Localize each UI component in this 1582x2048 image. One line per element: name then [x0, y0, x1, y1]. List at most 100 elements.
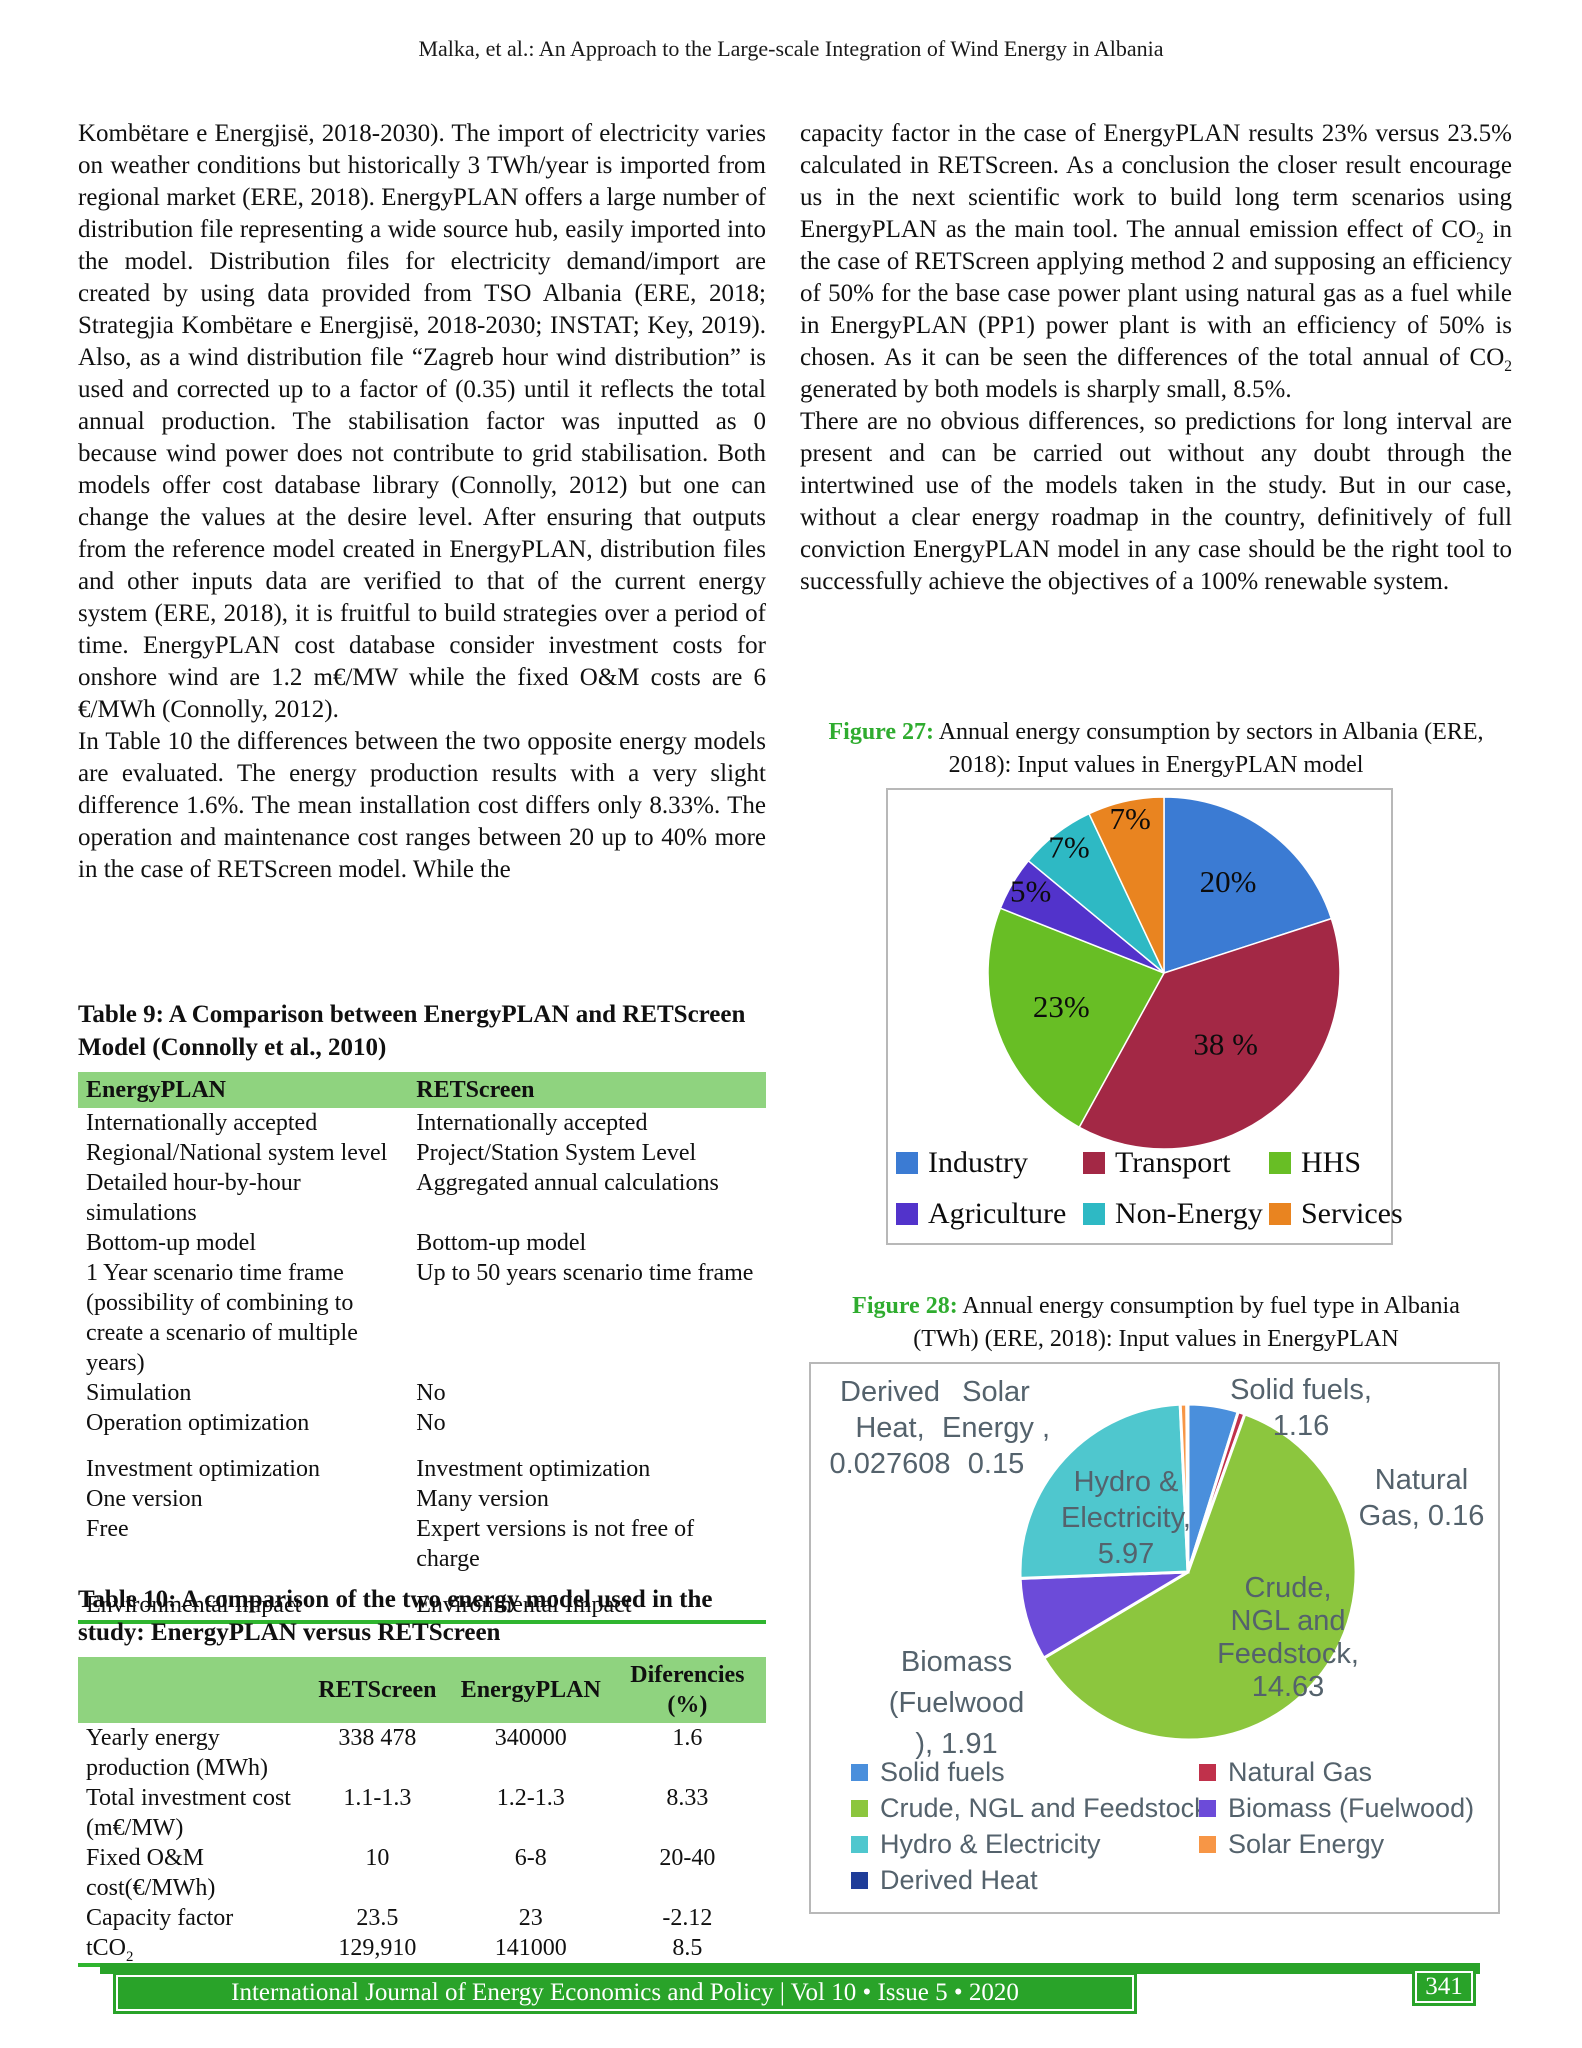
- table-9-cell: Operation optimization: [86, 1410, 310, 1436]
- table-9-cell: Regional/National system level: [86, 1140, 388, 1166]
- table-9-cell: Bottom-up model: [416, 1230, 587, 1256]
- figure-27-caption: Figure 27: Annual energy consumption by …: [828, 719, 1484, 778]
- table-10-row-label: Total investment cost (m€/MW): [86, 1785, 291, 1841]
- table-10: RETScreen EnergyPLAN Diferencies (%) Yea…: [78, 1657, 766, 1967]
- table-9-row: Regional/National system level Project/St…: [78, 1138, 766, 1168]
- paragraph: Kombëtare e Energjisë, 2018-2030). The i…: [78, 120, 766, 723]
- table-10-value-cell: 23.5: [356, 1905, 399, 1931]
- legend-item-solid-fuels: Solid fuels: [851, 1757, 1005, 1788]
- right-column: capacity factor in the case of EnergyPLA…: [800, 118, 1513, 1914]
- paragraph: capacity factor in the case of EnergyPLA…: [800, 120, 1513, 403]
- table-9-row: 1 Year scenario time frame (possibility …: [78, 1258, 766, 1378]
- table-9-cell: Environmental Impact: [416, 1592, 632, 1618]
- table-9-row: Environmental Impact Environmental Impact: [78, 1574, 766, 1622]
- figure-28-chart: Derived Heat, 0.027608 Solar Energy , 0.…: [809, 1362, 1500, 1914]
- legend-item-crude-ngl-and-feedstock: Crude, NGL and Feedstock: [851, 1793, 1208, 1824]
- table-10-header-row: RETScreen EnergyPLAN Diferencies (%): [78, 1657, 766, 1723]
- pie-slice-hhs: [987, 907, 1166, 1129]
- table-9-cell: Up to 50 years scenario time frame: [416, 1260, 754, 1286]
- legend-item-transport: Transport: [1083, 1146, 1231, 1180]
- table-10-row: Total investment cost (m€/MW) 1.1-1.3 1.2-…: [78, 1783, 766, 1843]
- table-9-header-cell: EnergyPLAN: [78, 1072, 409, 1108]
- pie-percentage-label: 5%: [1010, 873, 1051, 908]
- legend-item-services: Services: [1269, 1197, 1403, 1231]
- legend-label: Natural Gas: [1228, 1757, 1373, 1787]
- table-10-row-label: Capacity factor: [86, 1905, 234, 1931]
- footer-band: [100, 1963, 1480, 1974]
- table-9-row: Detailed hour-by-hour simulations Aggrega…: [78, 1168, 766, 1228]
- table-9-cell: Bottom-up model: [86, 1230, 256, 1256]
- table-10-row-label: tCO2: [86, 1935, 134, 1965]
- figure-27-label: Figure 27:: [828, 719, 935, 745]
- legend-item-hhs: HHS: [1269, 1146, 1361, 1180]
- pie-slice-hydro-electricity: [1018, 1402, 1190, 1580]
- table-9: EnergyPLAN RETScreen Internationally acc…: [78, 1072, 766, 1624]
- legend-swatch-icon: [851, 1764, 868, 1781]
- table-10-value-cell: 338 478: [338, 1725, 417, 1751]
- legend-item-hydro-electricity: Hydro & Electricity: [851, 1829, 1101, 1860]
- legend-label: Non-Energy: [1115, 1197, 1263, 1230]
- pie-percentage-label: 7%: [1048, 830, 1089, 865]
- table-9-cell: No: [416, 1380, 446, 1406]
- table-9-cell: Expert versions is not free of charge: [416, 1516, 695, 1572]
- legend-swatch-icon: [1199, 1764, 1216, 1781]
- table-9-block: Table 9: A Comparison between EnergyPLAN…: [78, 998, 766, 1624]
- table-10-value-cell: 1.6: [672, 1725, 703, 1751]
- pie-percentage-label: 23%: [1033, 989, 1090, 1024]
- legend-label: Transport: [1115, 1146, 1231, 1179]
- table-9-cell: Internationally accepted: [416, 1110, 648, 1136]
- footer-journal-text: International Journal of Energy Economic…: [231, 1979, 1019, 2006]
- table-10-value-cell: 6-8: [514, 1845, 547, 1871]
- table-9-row: One version Many version: [78, 1484, 766, 1514]
- figure-27-chart: 20% 38 % 23% 5% 7% 7% Industry Transport HHS Agr…: [886, 788, 1403, 1245]
- table-10-value-cell: 8.5: [672, 1935, 703, 1961]
- legend-item-non-energy: Non-Energy: [1083, 1197, 1263, 1231]
- paragraph: There are no obvious differences, so pre…: [800, 408, 1512, 595]
- legend-item-natural-gas: Natural Gas: [1199, 1757, 1372, 1788]
- pie-slice-transport: [1078, 917, 1341, 1150]
- legend-label: Biomass (Fuelwood): [1228, 1793, 1475, 1823]
- pie-slice-industry: [1163, 796, 1333, 975]
- legend-swatch-icon: [851, 1836, 868, 1853]
- table-10-header-cell: RETScreen: [302, 1657, 453, 1723]
- table-9-cell: Investment optimization: [86, 1456, 320, 1482]
- table-10-row-label: Fixed O&M cost(€/MWh): [86, 1845, 216, 1901]
- table-9-row: Bottom-up model Bottom-up model: [78, 1228, 766, 1258]
- legend-label: Solid fuels: [880, 1757, 1005, 1787]
- table-10-value-cell: 129,910: [338, 1935, 417, 1961]
- table-10-row: tCO2 129,910 141000 8.5: [78, 1933, 766, 1965]
- table-9-cell: Internationally accepted: [86, 1110, 318, 1136]
- table-9-row: Simulation No: [78, 1378, 766, 1408]
- table-9-cell: 1 Year scenario time frame (possibility …: [86, 1260, 358, 1376]
- table-10-header-cell: [78, 1657, 303, 1723]
- legend-label: Hydro & Electricity: [880, 1829, 1101, 1859]
- left-column: Kombëtare e Energjisë, 2018-2030). The i…: [78, 118, 766, 1967]
- page-number: 341: [1425, 1973, 1463, 2000]
- legend-label: Crude, NGL and Feedstock: [880, 1793, 1208, 1823]
- footer-page-number-box: 341: [1412, 1968, 1476, 2006]
- pie-slice-crude-ngl-and-feedstock: [1041, 1412, 1358, 1742]
- legend-swatch-icon: [1083, 1152, 1105, 1174]
- pie-chart-fuel-types: [1018, 1402, 1358, 1742]
- legend-swatch-icon: [1269, 1203, 1291, 1225]
- legend-swatch-icon: [896, 1203, 918, 1225]
- table-9-cell: Investment optimization: [416, 1456, 651, 1482]
- table-9-cell: Simulation: [86, 1380, 192, 1406]
- table-10-value-cell: 1.1-1.3: [343, 1785, 412, 1811]
- legend-swatch-icon: [1199, 1836, 1216, 1853]
- figure-28-caption: Figure 28: Annual energy consumption by …: [852, 1293, 1460, 1352]
- pie-slice-derived-heat: [1185, 1402, 1190, 1573]
- legend-swatch-icon: [851, 1872, 868, 1889]
- table-9-row: Free Expert versions is not free of charg…: [78, 1514, 766, 1574]
- table-10-value-cell: -2.12: [662, 1905, 713, 1931]
- table-10-value-cell: 10: [365, 1845, 390, 1871]
- table-9-title: Table 9: A Comparison between EnergyPLAN…: [78, 1001, 746, 1061]
- table-9-cell: Project/Station System Level: [416, 1140, 697, 1166]
- label-biomass-fuelwood: Biomass (Fuelwood ), 1.91: [888, 1646, 1025, 1760]
- table-10-value-cell: 8.33: [666, 1785, 709, 1811]
- table-10-row: Yearly energy production (MWh) 338 478 340…: [78, 1723, 766, 1783]
- label-solid-fuels: Solid fuels, 1.16: [1230, 1374, 1372, 1442]
- table-10-value-cell: 340000: [494, 1725, 567, 1751]
- table-9-cell: Environmental Impact: [86, 1592, 302, 1618]
- legend-item-biomass-fuelwood-: Biomass (Fuelwood): [1199, 1793, 1474, 1824]
